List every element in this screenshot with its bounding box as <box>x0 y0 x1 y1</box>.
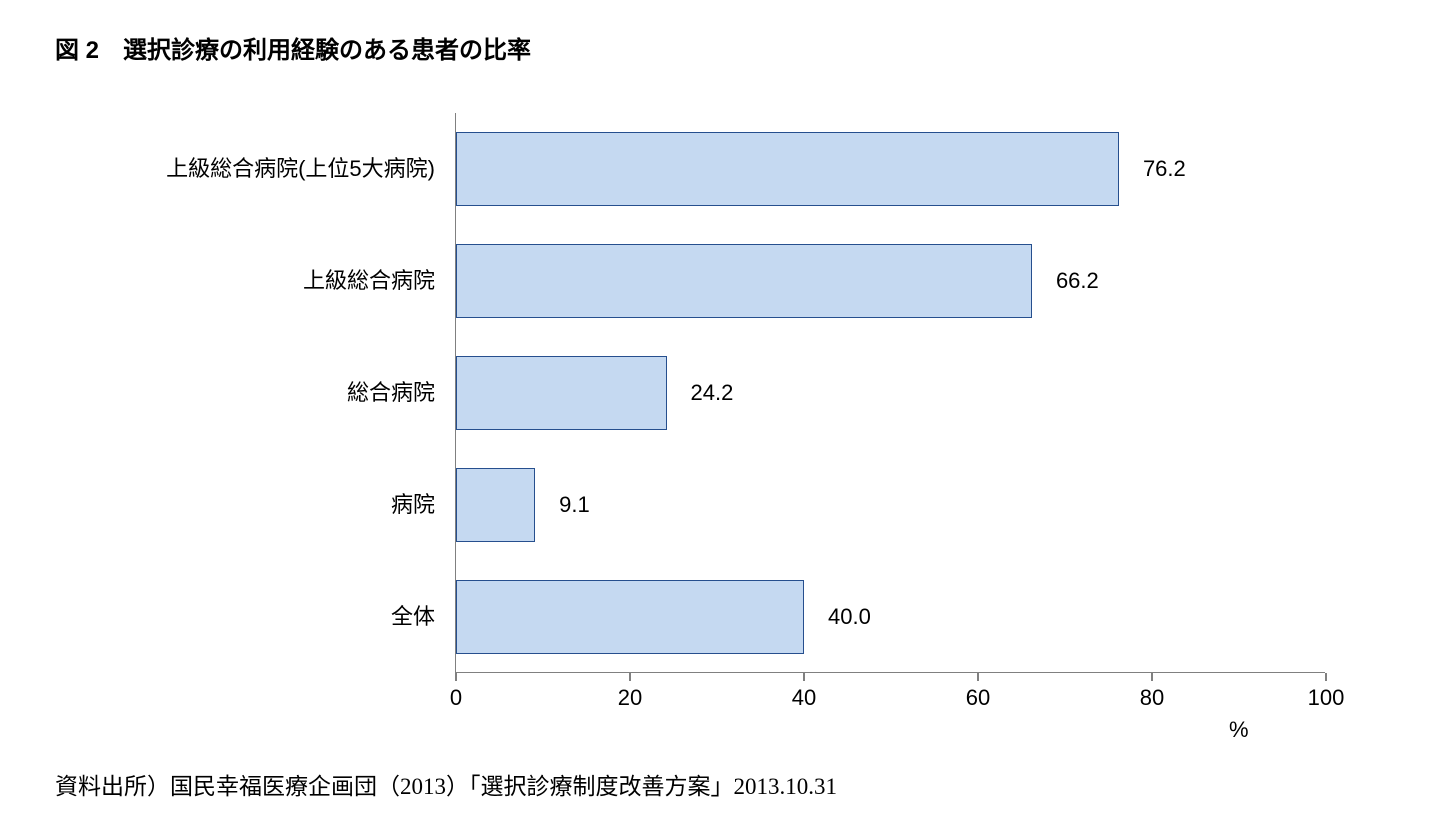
x-tick <box>803 673 805 681</box>
y-category-label: 総合病院 <box>55 337 435 449</box>
x-tick-label: 40 <box>792 685 816 711</box>
bar-row: 40.0 <box>456 561 1325 673</box>
bar-value-label: 66.2 <box>1056 268 1099 294</box>
bar <box>456 132 1119 206</box>
bar <box>456 580 804 654</box>
x-tick <box>455 673 457 681</box>
x-tick-label: 80 <box>1140 685 1164 711</box>
bar-row: 66.2 <box>456 225 1325 337</box>
bar <box>456 356 667 430</box>
bar-value-label: 9.1 <box>559 492 590 518</box>
bar-row: 76.2 <box>456 113 1325 225</box>
bar-value-label: 40.0 <box>828 604 871 630</box>
x-tick <box>1325 673 1327 681</box>
bar-value-label: 24.2 <box>691 380 734 406</box>
y-category-label: 上級総合病院 <box>55 225 435 337</box>
bar <box>456 244 1032 318</box>
x-tick <box>1151 673 1153 681</box>
source-note: 資料出所）国民幸福医療企画団（2013）「選択診療制度改善方案」2013.10.… <box>55 767 1388 801</box>
x-tick-label: 20 <box>618 685 642 711</box>
bar-row: 9.1 <box>456 449 1325 561</box>
x-tick-label: 100 <box>1308 685 1345 711</box>
bar-value-label: 76.2 <box>1143 156 1186 182</box>
y-category-label: 上級総合病院(上位5大病院) <box>55 113 435 225</box>
x-tick-label: 60 <box>966 685 990 711</box>
x-tick <box>977 673 979 681</box>
y-category-label: 病院 <box>55 449 435 561</box>
x-tick <box>629 673 631 681</box>
x-tick-label: 0 <box>450 685 462 711</box>
y-category-label: 全体 <box>55 561 435 673</box>
chart-container: 上級総合病院(上位5大病院) 76.2 上級総合病院 66.2 総合病院 24.… <box>55 93 1385 723</box>
bar-row: 24.2 <box>456 337 1325 449</box>
chart-title: 図 2 選択診療の利用経験のある患者の比率 <box>55 30 1388 65</box>
bar <box>456 468 535 542</box>
plot-area: 上級総合病院(上位5大病院) 76.2 上級総合病院 66.2 総合病院 24.… <box>455 113 1325 673</box>
x-axis-unit: % <box>1229 717 1249 743</box>
